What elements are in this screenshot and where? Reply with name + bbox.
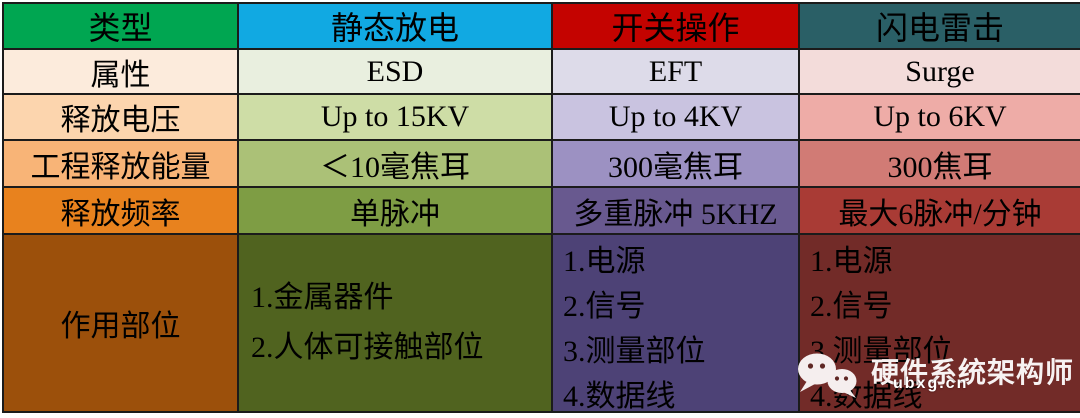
static-discharge-header-cell: 静态放电 (239, 4, 551, 48)
lightning-strike-header-cell: 闪电雷击 (800, 4, 1080, 48)
esd-frequency-cell: 单脉冲 (239, 188, 551, 233)
attribute-label-cell: 属性 (4, 50, 237, 93)
type-header-cell: 类型 (4, 4, 237, 48)
surge-value-cell: Surge (800, 50, 1080, 93)
eft-energy-cell: 300毫焦耳 (553, 141, 798, 186)
surge-voltage-cell: Up to 6KV (800, 95, 1080, 139)
eft-value-cell: EFT (553, 50, 798, 93)
esd-energy-cell: ＜10毫焦耳 (239, 141, 551, 186)
esd-voltage-cell: Up to 15KV (239, 95, 551, 139)
eft-frequency-cell: 多重脉冲 5KHZ (553, 188, 798, 233)
release-voltage-label-cell: 释放电压 (4, 95, 237, 139)
eft-voltage-cell: Up to 4KV (553, 95, 798, 139)
esd-value-cell: ESD (239, 50, 551, 93)
affected-parts-label-cell: 作用部位 (4, 235, 237, 411)
esd-affected-parts-cell: 1.金属器件 2.人体可接触部位 (239, 235, 551, 411)
release-frequency-label-cell: 释放频率 (4, 188, 237, 233)
surge-affected-parts-cell: 1.电源 2.信号 3.测量部位 4.数据线 (800, 235, 1080, 411)
surge-energy-cell: 300焦耳 (800, 141, 1080, 186)
eft-affected-parts-cell: 1.电源 2.信号 3.测量部位 4.数据线 (553, 235, 798, 411)
surge-frequency-cell: 最大6脉冲/分钟 (800, 188, 1080, 233)
switch-operation-header-cell: 开关操作 (553, 4, 798, 48)
release-energy-label-cell: 工程释放能量 (4, 141, 237, 186)
